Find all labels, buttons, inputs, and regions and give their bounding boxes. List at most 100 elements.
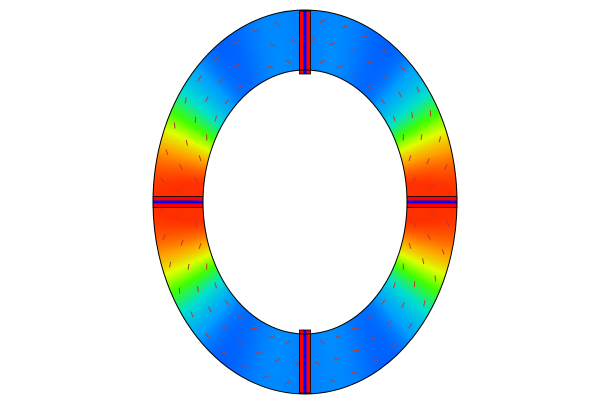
field-arrow [232,41,239,45]
field-arrow [262,375,269,379]
field-arrow [426,158,430,165]
magnet-top-outline [299,10,311,75]
field-arrow [184,97,187,104]
field-arrow [386,320,392,326]
field-arrow [160,177,165,184]
field-arrow [348,50,355,52]
field-arrow [173,122,176,129]
magnet-bottom [299,329,311,394]
field-arrow [165,149,169,156]
field-arrow [416,86,420,93]
field-arrow [444,163,448,170]
field-arrow [309,38,316,43]
field-arrow [423,300,426,307]
field-arrow [274,21,281,26]
field-arrow [336,335,343,339]
field-arrow [341,25,348,29]
field-arrow [382,49,388,53]
field-arrow [366,61,373,64]
field-arrow [187,263,190,270]
field-arrow [224,98,230,105]
magnet-left-stripe [153,196,203,201]
field-arrow [179,164,183,171]
magnet-top [299,10,311,75]
magnet-right-stripe [407,200,457,204]
field-arrow [176,189,181,195]
field-arrow [333,357,340,361]
field-arrow [422,258,425,265]
magnet-left-stripe [153,203,203,208]
field-arrow [214,115,218,122]
field-arrow [319,340,326,345]
field-arrow [329,42,336,46]
field-arrow [429,183,434,190]
field-arrow [198,242,202,249]
field-arrow [329,378,336,383]
field-arrow [352,327,359,330]
field-arrow [284,59,291,64]
field-arrow [445,220,450,227]
field-arrow [434,275,437,282]
field-arrow [371,359,378,363]
field-arrow [412,176,416,183]
field-arrow [267,65,274,69]
field-arrow [351,372,358,374]
field-arrow [237,85,244,90]
field-arrow [233,63,240,67]
field-arrow [314,361,321,366]
magnet-left [152,196,204,208]
field-arrow [420,134,423,141]
field-arrow [190,311,194,318]
field-arrow [267,335,274,339]
field-arrow [274,358,281,362]
field-arrow [251,327,258,330]
magnet-top-stripe [306,11,311,74]
field-arrow [408,323,413,329]
field-arrow [218,78,224,84]
magnet-bottom-stripe [303,330,307,393]
field-arrow [336,65,343,69]
field-arrow [284,380,291,385]
field-arrow [252,30,259,32]
field-arrow [398,91,402,98]
outer-boundary [152,9,458,395]
field-arrow [408,242,412,249]
magnet-left-stripe [153,200,203,204]
magnet-bottom-outline [299,329,311,394]
field-arrow [205,96,209,103]
field-arrow [270,43,277,47]
field-arrow [294,361,301,366]
field-arrow [411,111,413,118]
field-arrow [222,351,228,355]
field-arrow [214,282,218,289]
field-arrows [159,17,451,387]
field-arrow [194,221,198,228]
field-arrow [237,340,244,343]
magnet-right [406,196,458,208]
field-arrow [441,248,445,255]
field-arrow [352,74,359,77]
field-arrow [319,59,326,64]
field-arrow [400,66,406,72]
field-arrow [162,234,166,241]
magnet-bottom-stripe [299,330,304,393]
field-arrow [366,314,373,319]
field-arrow [390,343,397,348]
field-arrow [392,115,396,122]
field-arrow [237,314,244,319]
field-arrow [198,155,202,162]
magnet-top-stripe [299,11,304,74]
magnet-top-stripe [303,11,307,74]
inner-boundary [202,69,408,335]
field-arrow [380,98,386,105]
field-arrow [180,239,184,246]
field-arrow [185,139,188,146]
field-arrow [204,332,210,338]
field-arrow [412,221,416,228]
field-arrow [289,38,296,43]
field-arrow [251,74,258,77]
magnet-right-stripe [407,196,457,201]
field-arrow [427,233,431,240]
field-arrow [392,282,396,289]
